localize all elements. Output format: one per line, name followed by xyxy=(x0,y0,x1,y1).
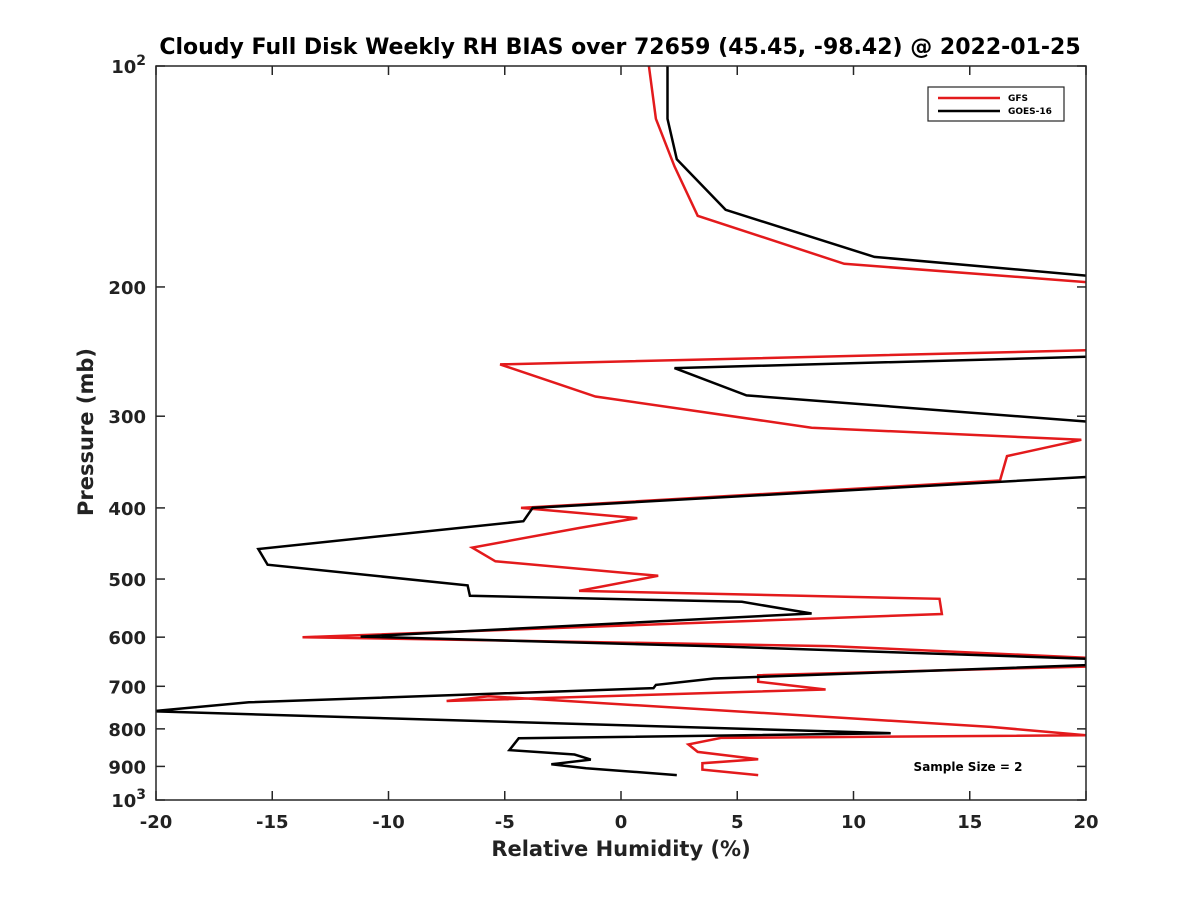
x-tick-label: -20 xyxy=(140,812,173,833)
y-tick-label: 200 xyxy=(108,278,146,299)
y-tick-label: 800 xyxy=(108,720,146,741)
series-line-goes-16-3 xyxy=(156,475,1086,777)
y-tick-label: 900 xyxy=(108,757,146,778)
y-tick-label: 102 xyxy=(111,53,146,78)
x-tick-label: 20 xyxy=(1073,812,1098,833)
x-tick-label: -5 xyxy=(495,812,515,833)
series-line-gfs-3 xyxy=(446,665,1086,777)
x-axis-label: Relative Humidity (%) xyxy=(491,837,750,861)
x-tick-label: -10 xyxy=(372,812,405,833)
y-tick-label: 103 xyxy=(111,787,146,812)
y-tick-label: 600 xyxy=(108,628,146,649)
legend-box xyxy=(927,86,1065,122)
series-line-goes-16-2 xyxy=(674,355,1086,423)
sample-size-annotation: Sample Size = 2 xyxy=(914,760,1023,774)
x-tick-label: -15 xyxy=(256,812,289,833)
legend-label: GOES-16 xyxy=(1008,107,1052,117)
x-axis: -20 -15 -10 -5 0 5 10 15 20 xyxy=(140,66,1099,833)
legend-label: GFS xyxy=(1008,94,1028,104)
plot-area: -20 -15 -10 -5 0 5 10 15 20 102 200 300 400 500 600 70… xyxy=(108,53,1098,833)
x-tick-label: 15 xyxy=(957,812,982,833)
series-layer xyxy=(156,66,1086,777)
y-axis: 102 200 300 400 500 600 700 800 900 103 xyxy=(108,53,1086,812)
x-tick-label: 5 xyxy=(731,812,744,833)
y-tick-label: 700 xyxy=(108,677,146,698)
x-tick-label: 10 xyxy=(841,812,866,833)
series-line-gfs-2 xyxy=(302,349,1086,659)
legend: GFS GOES-16 xyxy=(927,86,1065,122)
series-line-gfs-1 xyxy=(647,66,1086,284)
y-tick-label: 300 xyxy=(108,407,146,428)
chart-title: Cloudy Full Disk Weekly RH BIAS over 726… xyxy=(159,35,1080,60)
y-axis-label: Pressure (mb) xyxy=(74,348,98,516)
x-tick-label: 0 xyxy=(615,812,628,833)
y-tick-label: 400 xyxy=(108,499,146,520)
y-tick-label: 500 xyxy=(108,570,146,591)
series-line-goes-16-1 xyxy=(666,66,1086,277)
